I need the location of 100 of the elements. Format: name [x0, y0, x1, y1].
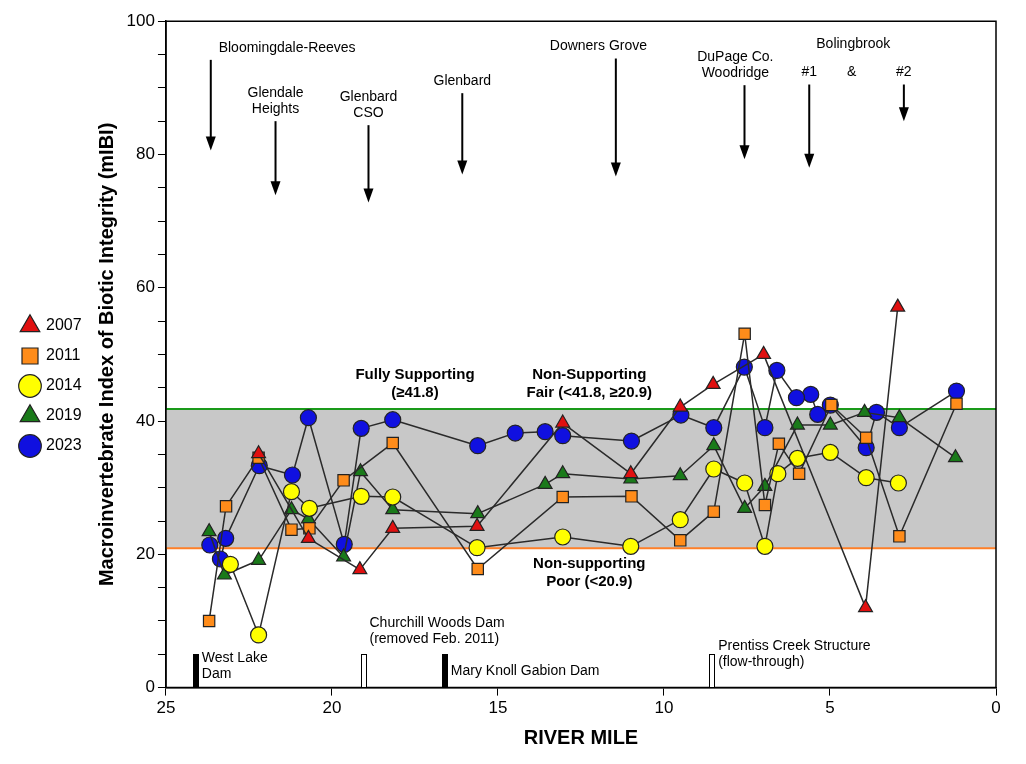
point — [300, 529, 316, 543]
point — [556, 490, 569, 504]
x-axis-title: RIVER MILE — [523, 725, 639, 748]
point — [554, 427, 572, 445]
annotation: Downers Grove — [549, 37, 648, 54]
annotation: #1 — [801, 63, 818, 80]
y-tick-label: 100 — [126, 10, 155, 30]
point — [768, 361, 786, 379]
point — [707, 505, 721, 518]
point — [469, 517, 485, 531]
point — [736, 474, 754, 492]
point — [947, 382, 966, 400]
point — [802, 385, 820, 403]
point — [468, 539, 486, 557]
point — [622, 432, 641, 450]
point — [300, 499, 318, 517]
point — [756, 419, 774, 437]
y-tick-label: 0 — [145, 677, 155, 697]
point — [554, 528, 572, 546]
point — [622, 537, 640, 555]
point — [506, 424, 524, 442]
point — [384, 411, 402, 429]
point — [625, 490, 638, 503]
y-tick-label: 40 — [136, 410, 155, 430]
legend-label: 2023 — [46, 436, 82, 454]
point — [536, 423, 554, 441]
legend-label: 2014 — [46, 376, 82, 394]
point — [251, 551, 267, 565]
point — [947, 449, 964, 463]
point — [219, 500, 233, 513]
point — [672, 398, 688, 412]
annotation: Churchill Woods Dam (removed Feb. 2011) — [369, 613, 505, 646]
point — [385, 519, 401, 533]
legend-label: 2007 — [46, 316, 82, 334]
point — [706, 437, 722, 451]
x-tick-label: 20 — [322, 698, 342, 718]
annotation: Glendale Heights — [247, 84, 304, 117]
annotation: Prentiss Creek Structure (flow-through) — [718, 637, 871, 670]
legend-label: 2011 — [46, 346, 81, 364]
point — [737, 499, 753, 513]
point — [792, 467, 806, 480]
point — [352, 419, 370, 437]
point — [470, 505, 486, 519]
point — [893, 530, 906, 543]
point — [889, 474, 907, 492]
point — [756, 537, 774, 555]
ref-line-label: Fully Supporting (≥41.8) — [355, 364, 475, 400]
point — [857, 469, 875, 487]
point — [623, 465, 639, 479]
point — [738, 327, 751, 340]
annotation: #2 — [896, 63, 912, 80]
point — [705, 375, 721, 389]
point — [384, 488, 402, 506]
point — [282, 483, 301, 501]
point — [283, 466, 302, 484]
point — [202, 614, 216, 628]
point — [386, 436, 399, 450]
point — [789, 416, 805, 430]
point — [821, 443, 839, 461]
point — [758, 498, 772, 512]
annotation: & — [846, 63, 857, 80]
point — [705, 419, 723, 437]
legend-label: 2019 — [46, 406, 82, 424]
annotation: Glenbard CSO — [339, 88, 398, 121]
point — [950, 397, 963, 410]
point — [809, 405, 827, 423]
point — [469, 437, 487, 455]
point — [671, 511, 689, 529]
y-axis-title: Macroinvertebrate Index of Biotic Integrity (mIBI) — [95, 122, 118, 587]
point — [555, 465, 571, 479]
point — [856, 403, 873, 417]
point — [825, 398, 838, 412]
point — [217, 529, 235, 547]
point — [201, 523, 217, 537]
point — [787, 389, 806, 407]
point — [857, 599, 874, 613]
annotation: Bolingbrook — [816, 35, 892, 52]
point — [859, 431, 873, 444]
point — [672, 467, 688, 481]
annotation: Mary Knoll Gabion Dam — [450, 661, 600, 678]
ref-line-label: Non-supporting Poor (<20.9) — [533, 553, 646, 589]
y-tick-label: 20 — [136, 544, 155, 564]
point — [822, 416, 838, 430]
point — [674, 534, 687, 547]
x-tick-label: 0 — [991, 698, 1001, 718]
band-label: Non-Supporting Fair (<41.8, ≥20.9) — [526, 364, 652, 400]
point — [471, 562, 484, 576]
x-tick-label: 15 — [488, 698, 508, 718]
point — [285, 523, 298, 536]
point — [249, 626, 268, 644]
point — [221, 555, 239, 573]
annotation: DuPage Co. Woodridge — [697, 48, 774, 81]
point — [337, 474, 350, 487]
y-tick-label: 60 — [136, 277, 155, 297]
point — [555, 414, 571, 428]
point — [756, 345, 772, 359]
x-tick-label: 5 — [825, 698, 835, 718]
point — [891, 409, 907, 423]
x-tick-label: 25 — [156, 698, 176, 718]
point — [772, 437, 786, 450]
